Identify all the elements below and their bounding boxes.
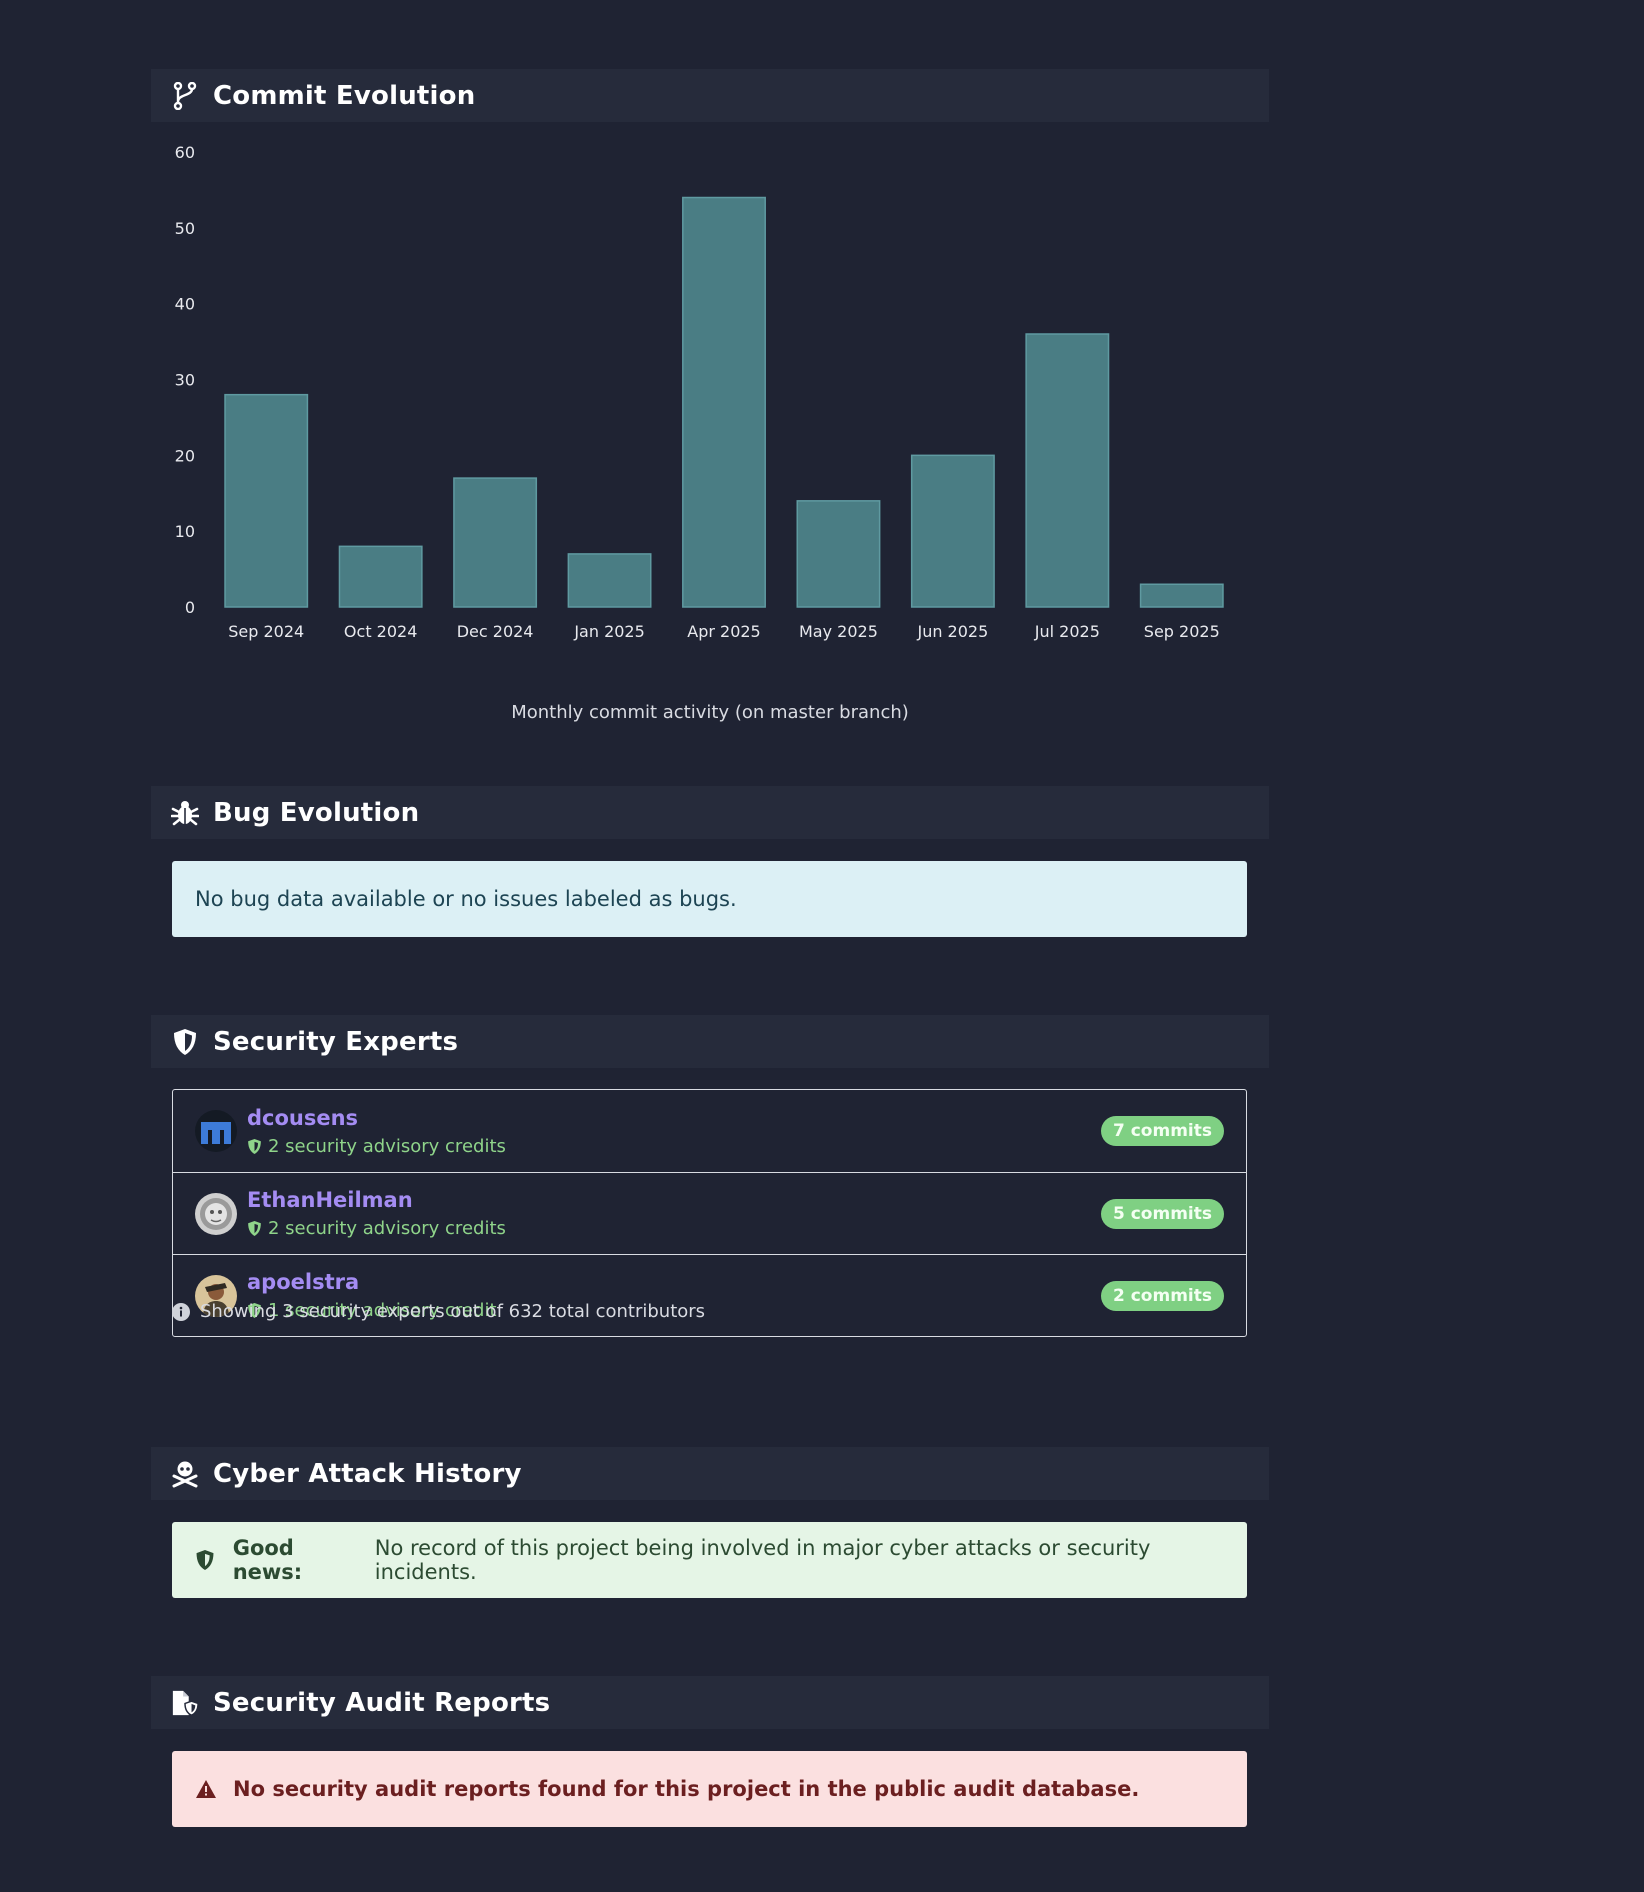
cyber-attack-alert: Good news: No record of this project bei… (172, 1522, 1247, 1598)
commits-badge: 7 commits (1100, 1116, 1224, 1146)
expert-row: EthanHeilman 2 security advisory credits… (173, 1172, 1246, 1254)
chart-bar[interactable] (567, 553, 652, 608)
chart-bar[interactable] (1139, 583, 1224, 608)
x-tick-label: Sep 2025 (1144, 622, 1220, 641)
shield-icon (171, 1028, 199, 1056)
avatar[interactable] (195, 1192, 237, 1235)
shield-icon (248, 1303, 261, 1318)
bug-info-message: No bug data available or no issues label… (195, 887, 737, 911)
cyber-attack-title: Cyber Attack History (213, 1458, 522, 1489)
x-tick-label: May 2025 (799, 622, 878, 641)
security-experts-section: Security Experts dcousens 2 security adv… (151, 1015, 1269, 1337)
avatar[interactable] (195, 1274, 237, 1317)
bug-info-alert: No bug data available or no issues label… (172, 861, 1247, 937)
audit-danger-message: No security audit reports found for this… (233, 1777, 1140, 1801)
y-tick-label: 50 (175, 219, 195, 238)
cyber-attack-section: Cyber Attack History Good news: No recor… (151, 1447, 1269, 1598)
chart-bar[interactable] (224, 393, 309, 608)
expert-credits-text: 2 security advisory credits (268, 1135, 506, 1157)
expert-credits: 2 security advisory credits (247, 1218, 506, 1239)
y-tick-label: 20 (175, 446, 195, 465)
good-news-label: Good news: (232, 1536, 303, 1584)
y-tick-label: 0 (185, 598, 195, 617)
commit-evolution-title: Commit Evolution (213, 80, 476, 111)
chart-bar[interactable] (1025, 333, 1110, 608)
cyber-attack-message: No record of this project being involved… (374, 1536, 1151, 1584)
y-tick-label: 60 (175, 143, 195, 162)
x-tick-label: Jun 2025 (916, 622, 988, 641)
audit-reports-header: Security Audit Reports (151, 1676, 1269, 1729)
x-tick-label: Jan 2025 (573, 622, 644, 641)
git-branch-icon (171, 81, 199, 110)
experts-footnote-text: Showing 3 security experts out of 632 to… (200, 1301, 706, 1322)
x-tick-label: Jul 2025 (1034, 622, 1100, 641)
security-experts-title: Security Experts (213, 1026, 459, 1057)
file-shield-icon (171, 1689, 199, 1717)
security-experts-header: Security Experts (151, 1015, 1269, 1068)
expert-name-link[interactable]: dcousens (247, 1105, 359, 1130)
shield-icon (248, 1138, 261, 1154)
commits-badge: 2 commits (1100, 1280, 1224, 1311)
chart-bar[interactable] (453, 477, 538, 608)
audit-danger-alert: No security audit reports found for this… (172, 1751, 1247, 1827)
skull-crossbones-icon (171, 1460, 199, 1488)
x-tick-label: Oct 2024 (344, 622, 417, 641)
commit-evolution-header: Commit Evolution (151, 69, 1269, 122)
y-tick-label: 10 (175, 522, 195, 541)
experts-footnote: Showing 3 security experts out of 632 to… (172, 1301, 705, 1322)
expert-row: apoelstra 1 security advisory credit 2 c… (173, 1254, 1246, 1336)
bug-evolution-header: Bug Evolution (151, 786, 1269, 839)
shield-icon (248, 1221, 261, 1236)
expert-credits: 1 security advisory credit (247, 1300, 497, 1321)
experts-list: dcousens 2 security advisory credits 7 c… (172, 1089, 1247, 1337)
shield-icon (195, 1549, 217, 1571)
bug-evolution-title: Bug Evolution (213, 797, 420, 828)
x-tick-label: Sep 2024 (228, 622, 304, 641)
chart-bar[interactable] (338, 545, 423, 608)
expert-credits: 2 security advisory credits (247, 1136, 506, 1157)
avatar[interactable] (195, 1110, 237, 1152)
bug-evolution-section: Bug Evolution No bug data available or n… (151, 786, 1269, 937)
expert-name-link[interactable]: EthanHeilman (247, 1188, 413, 1212)
commit-bar-chart: 0 10 20 30 40 50 60 Sep 2024 Oct 2024 Dec 2024 Jan… (175, 143, 1224, 641)
y-tick-label: 40 (175, 295, 195, 314)
chart-bar[interactable] (910, 454, 995, 608)
expert-name-link[interactable]: apoelstra (247, 1270, 360, 1294)
bug-icon (171, 799, 199, 827)
commit-evolution-section: Commit Evolution 0 10 20 30 40 50 60 Sep 2024 Oc… (151, 69, 1269, 723)
x-tick-label: Apr 2025 (687, 622, 760, 641)
y-tick-label: 30 (175, 371, 195, 390)
expert-credits-text: 2 security advisory credits (268, 1218, 506, 1239)
expert-row: dcousens 2 security advisory credits 7 c… (173, 1090, 1246, 1172)
chart-caption: Monthly commit activity (on master branc… (511, 702, 909, 723)
commits-badge: 5 commits (1100, 1198, 1224, 1229)
x-tick-label: Dec 2024 (457, 622, 534, 641)
chart-bar[interactable] (796, 500, 881, 608)
warning-triangle-icon (195, 1778, 217, 1800)
info-icon (172, 1302, 190, 1321)
audit-reports-section: Security Audit Reports No security audit… (151, 1676, 1269, 1827)
chart-bar[interactable] (682, 196, 766, 608)
expert-credits-text: 1 security advisory credit (268, 1300, 497, 1321)
audit-reports-title: Security Audit Reports (213, 1687, 551, 1718)
cyber-attack-header: Cyber Attack History (151, 1447, 1269, 1500)
